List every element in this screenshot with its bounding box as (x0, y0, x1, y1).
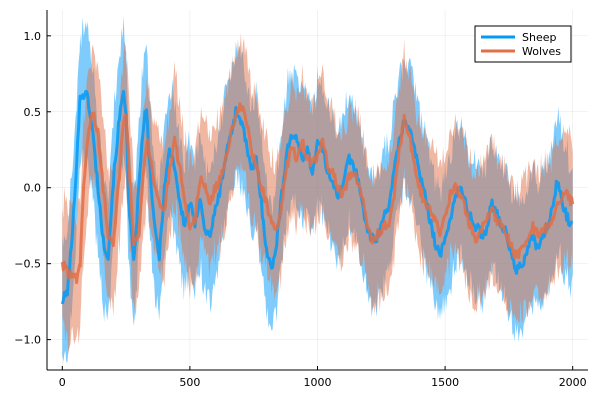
confidence-bands (62, 15, 573, 363)
y-tick-label: 0.0 (24, 182, 42, 195)
x-tick-label: 500 (179, 376, 200, 389)
legend: Sheep Wolves (474, 25, 572, 63)
tick-labels: 0 500 1000 1500 2000 −1.0 −0.5 0.0 0.5 1.0 (14, 30, 586, 389)
x-tick-label: 2000 (559, 376, 587, 389)
x-tick-label: 0 (59, 376, 66, 389)
band-wolves (62, 32, 573, 356)
series-lines (60, 89, 575, 305)
legend-label-sheep: Sheep (522, 31, 556, 44)
y-tick-label: −0.5 (14, 258, 41, 271)
y-tick-label: 0.5 (24, 106, 42, 119)
legend-label-wolves: Wolves (522, 45, 561, 58)
y-tick-label: −1.0 (14, 334, 41, 347)
x-tick-label: 1500 (431, 376, 459, 389)
y-tick-label: 1.0 (24, 30, 42, 43)
series-line-wolves (60, 102, 575, 285)
legend-box (474, 25, 572, 63)
axes (46, 10, 588, 371)
x-tick-label: 1000 (304, 376, 332, 389)
